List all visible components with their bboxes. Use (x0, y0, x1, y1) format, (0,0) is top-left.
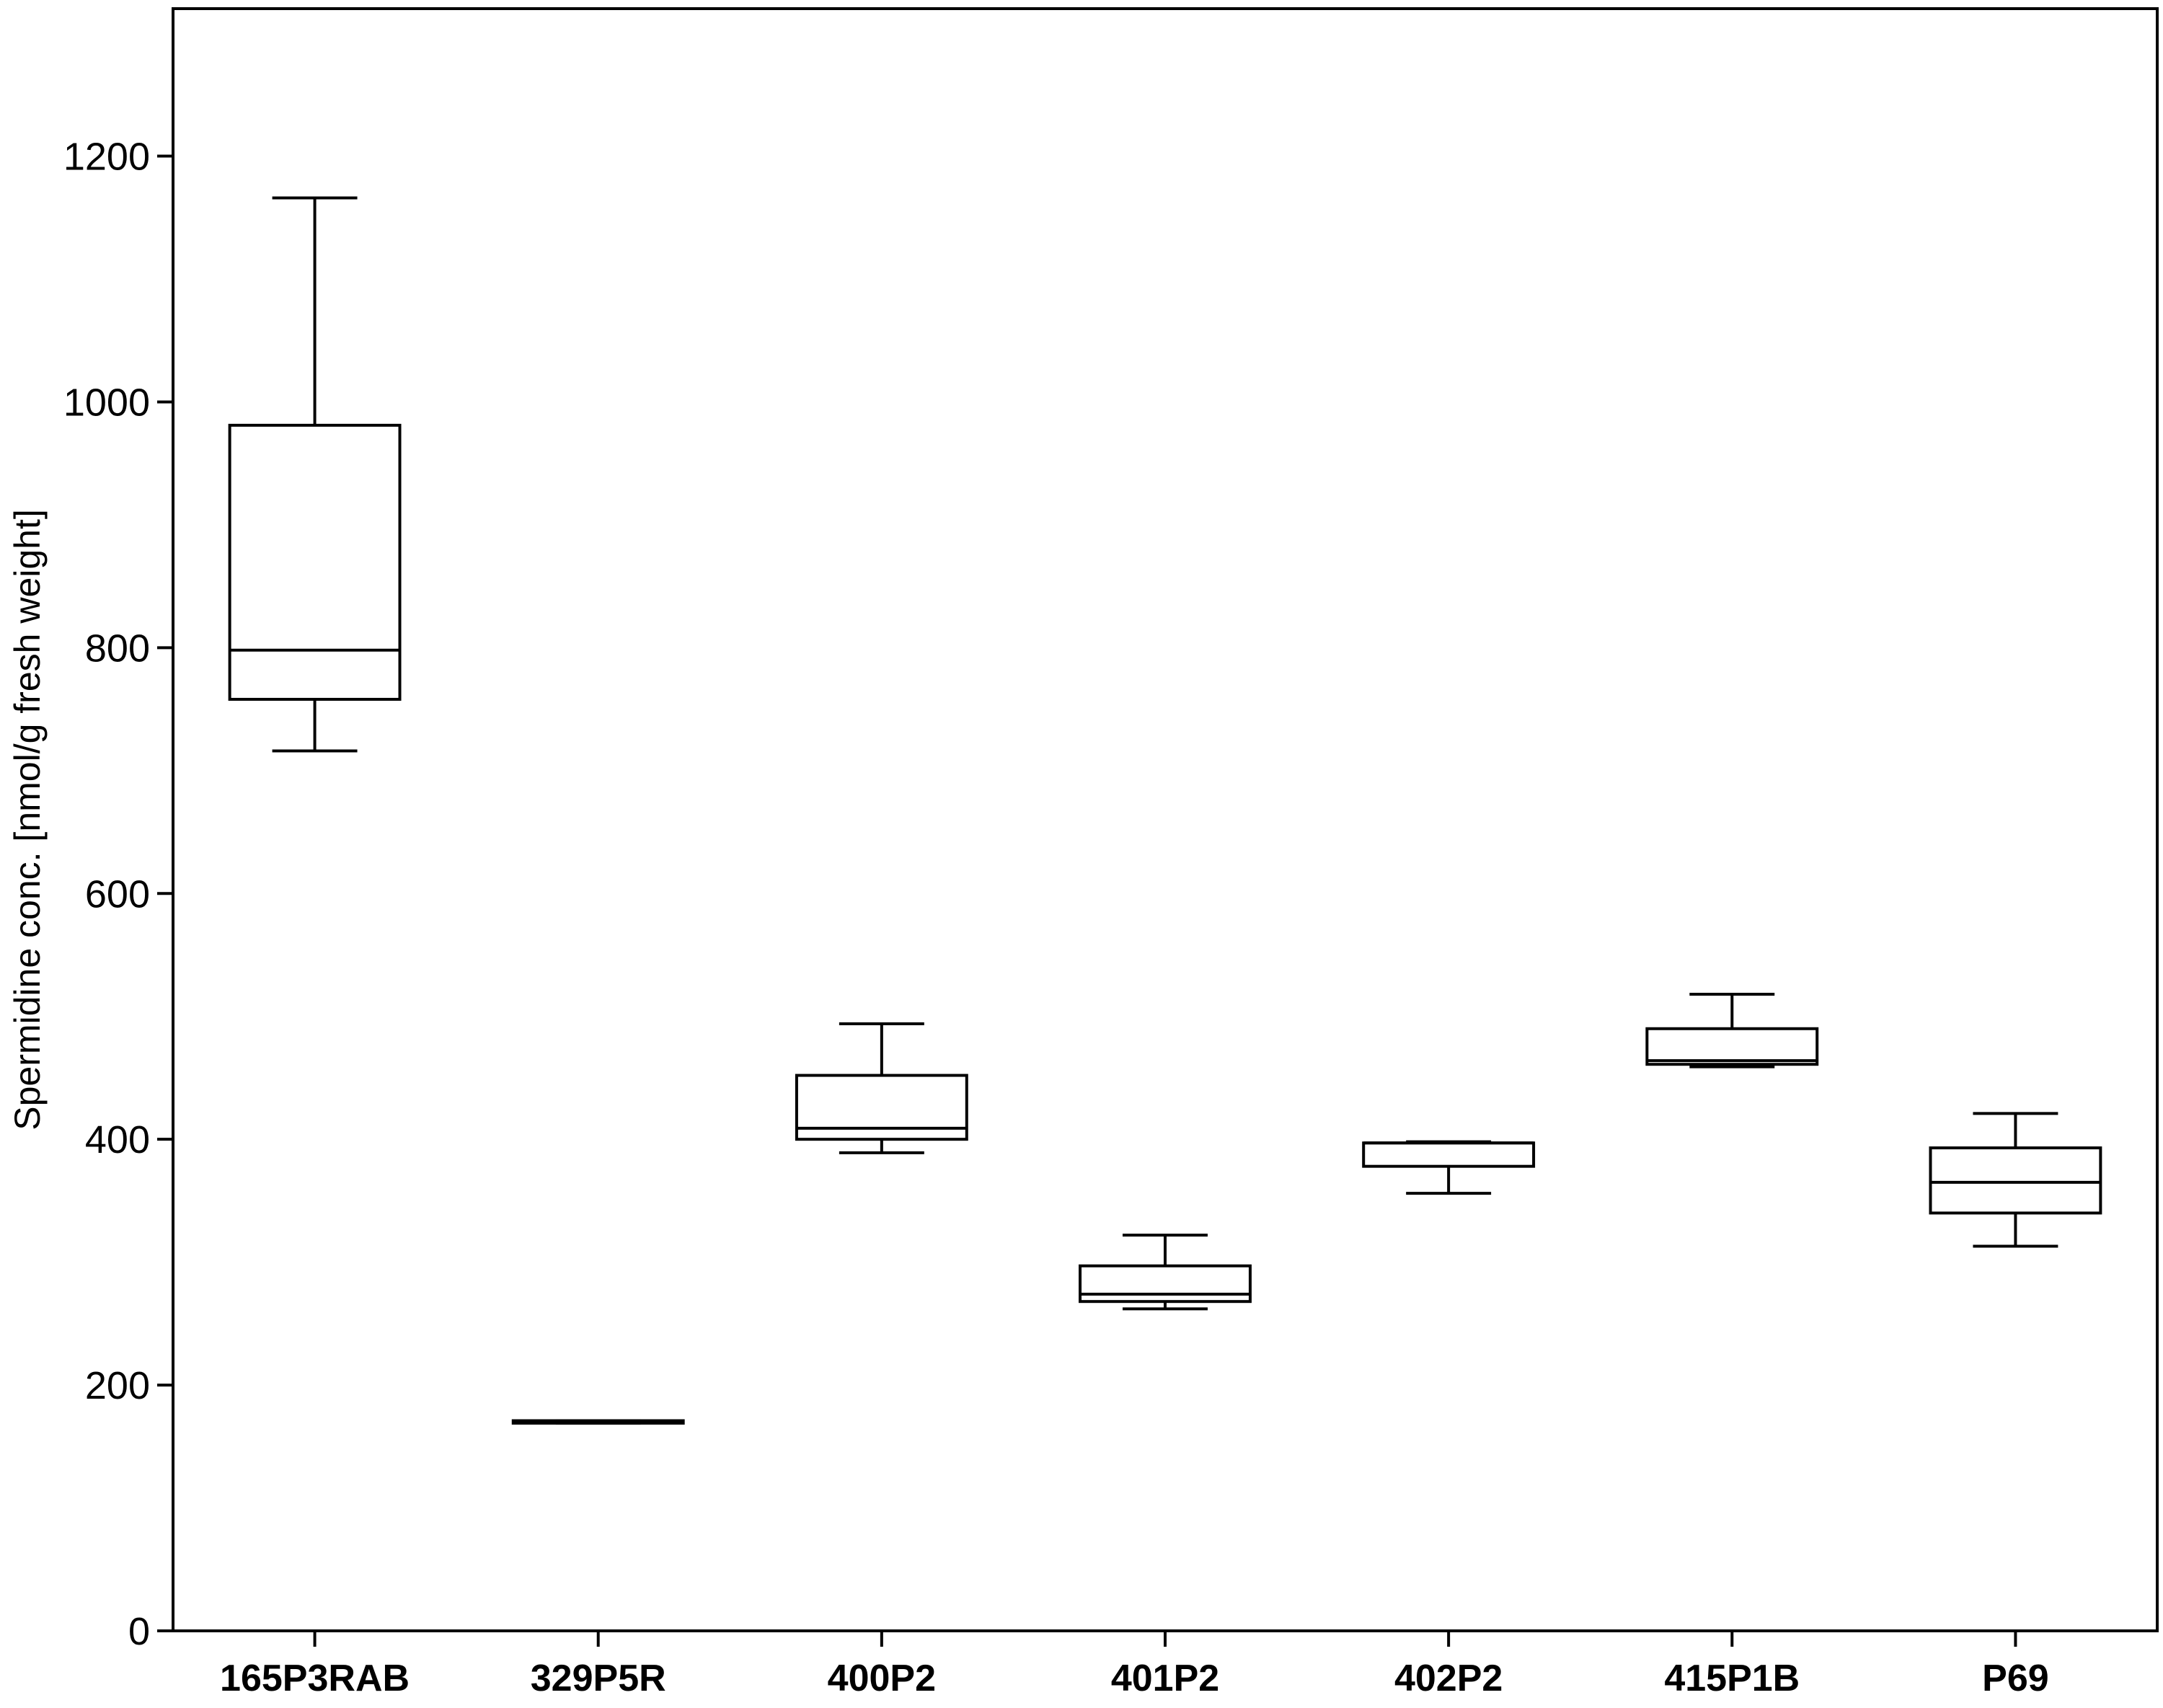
y-tick-label: 0 (128, 1610, 150, 1653)
plot-frame (172, 7, 2159, 1632)
iqr-box (228, 423, 402, 701)
box-400P2 (795, 1022, 968, 1154)
box-165P3RAB (228, 196, 402, 753)
iqr-box (1079, 1264, 1252, 1304)
x-tick-label: 402P2 (1394, 1658, 1503, 1699)
y-tick-label: 1000 (63, 381, 150, 424)
x-tick-label: 165P3RAB (220, 1658, 410, 1699)
box-P69 (1929, 1112, 2102, 1248)
y-tick-label: 400 (85, 1118, 150, 1161)
y-tick-label: 600 (85, 872, 150, 916)
iqr-box (795, 1074, 968, 1141)
y-tick-label: 1200 (63, 136, 150, 179)
box-415P1B (1645, 993, 1819, 1068)
iqr-box (1929, 1146, 2102, 1215)
y-axis: 0 200 400 600 800 1000 1200 (63, 136, 173, 1653)
box-series (228, 196, 2102, 1425)
y-tick-label: 800 (85, 627, 150, 670)
x-axis: 165P3RAB 329P5R 400P2 401P2 402P2 415P1B P69 (220, 1631, 2049, 1699)
iqr-box (1362, 1141, 1536, 1168)
y-tick-label: 200 (85, 1364, 150, 1407)
x-tick-label: 401P2 (1111, 1658, 1219, 1699)
x-tick-label: 415P1B (1664, 1658, 1800, 1699)
iqr-box (1645, 1027, 1819, 1066)
x-tick-label: P69 (1982, 1658, 2049, 1699)
box-329P5R (511, 1419, 685, 1425)
x-tick-label: 400P2 (828, 1658, 936, 1699)
box-402P2 (1362, 1140, 1536, 1195)
y-axis-title: Spermidine conc. [nmol/g fresh weight] (7, 509, 48, 1130)
x-tick-label: 329P5R (531, 1658, 666, 1699)
box-401P2 (1079, 1234, 1252, 1311)
